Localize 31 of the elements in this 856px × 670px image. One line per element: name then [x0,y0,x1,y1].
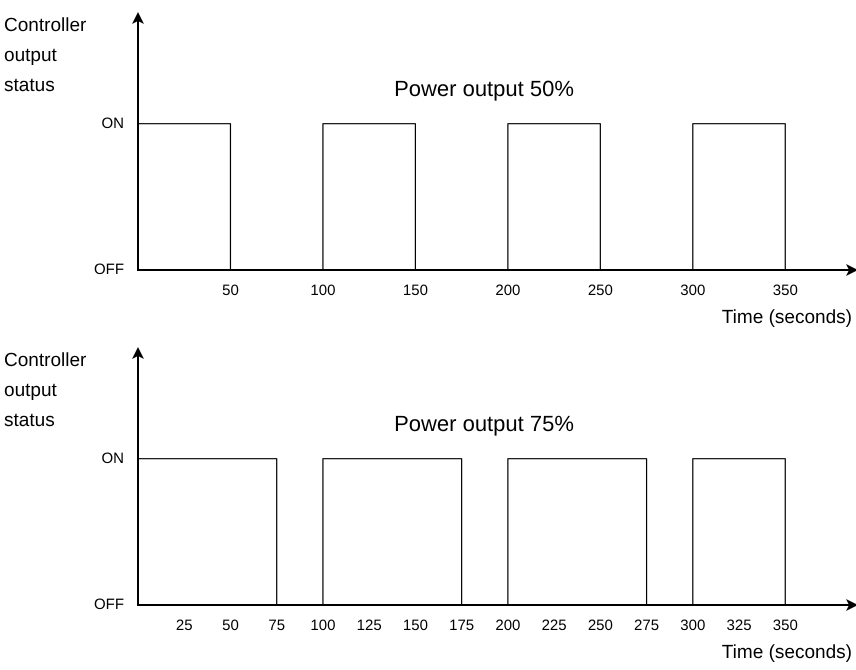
x-tick-label: 50 [222,282,239,300]
text: ON [102,450,124,467]
x-tick-label: 325 [726,617,752,634]
x-tick-label: 75 [268,617,286,634]
y-axis-title: Controller output status [4,15,88,96]
x-tick-label: 25 [176,617,193,634]
x-tick-label: 150 [402,617,428,634]
text: ON [102,114,124,132]
x-tick-label: 175 [449,617,474,634]
x-tick-label: 100 [310,282,336,300]
x-tick-label: 125 [356,617,382,634]
x-tick-label: 150 [402,282,428,300]
text: OFF [94,261,124,278]
x-axis-title: Time (seconds) [722,307,852,328]
x-tick-label: 200 [495,282,520,300]
x-tick-label: 300 [680,617,706,634]
x-tick-label: 225 [542,617,567,634]
x-tick-label: 250 [588,617,613,634]
chart-title: Power output 75% [394,411,574,436]
x-tick-label: 300 [680,282,706,300]
x-tick-label: 100 [310,617,336,634]
x-tick-label: 350 [772,282,798,300]
x-tick-label: 350 [772,617,798,634]
chart-title: Power output 50% [394,76,574,102]
y-axis-title: Controller output status [4,350,88,432]
x-tick-label: 275 [634,617,660,634]
text: OFF [94,596,124,614]
x-axis-title: Time (seconds) [722,642,852,664]
x-tick-label: 250 [588,282,613,300]
x-tick-label: 50 [222,617,239,634]
x-tick-label: 200 [495,617,520,634]
